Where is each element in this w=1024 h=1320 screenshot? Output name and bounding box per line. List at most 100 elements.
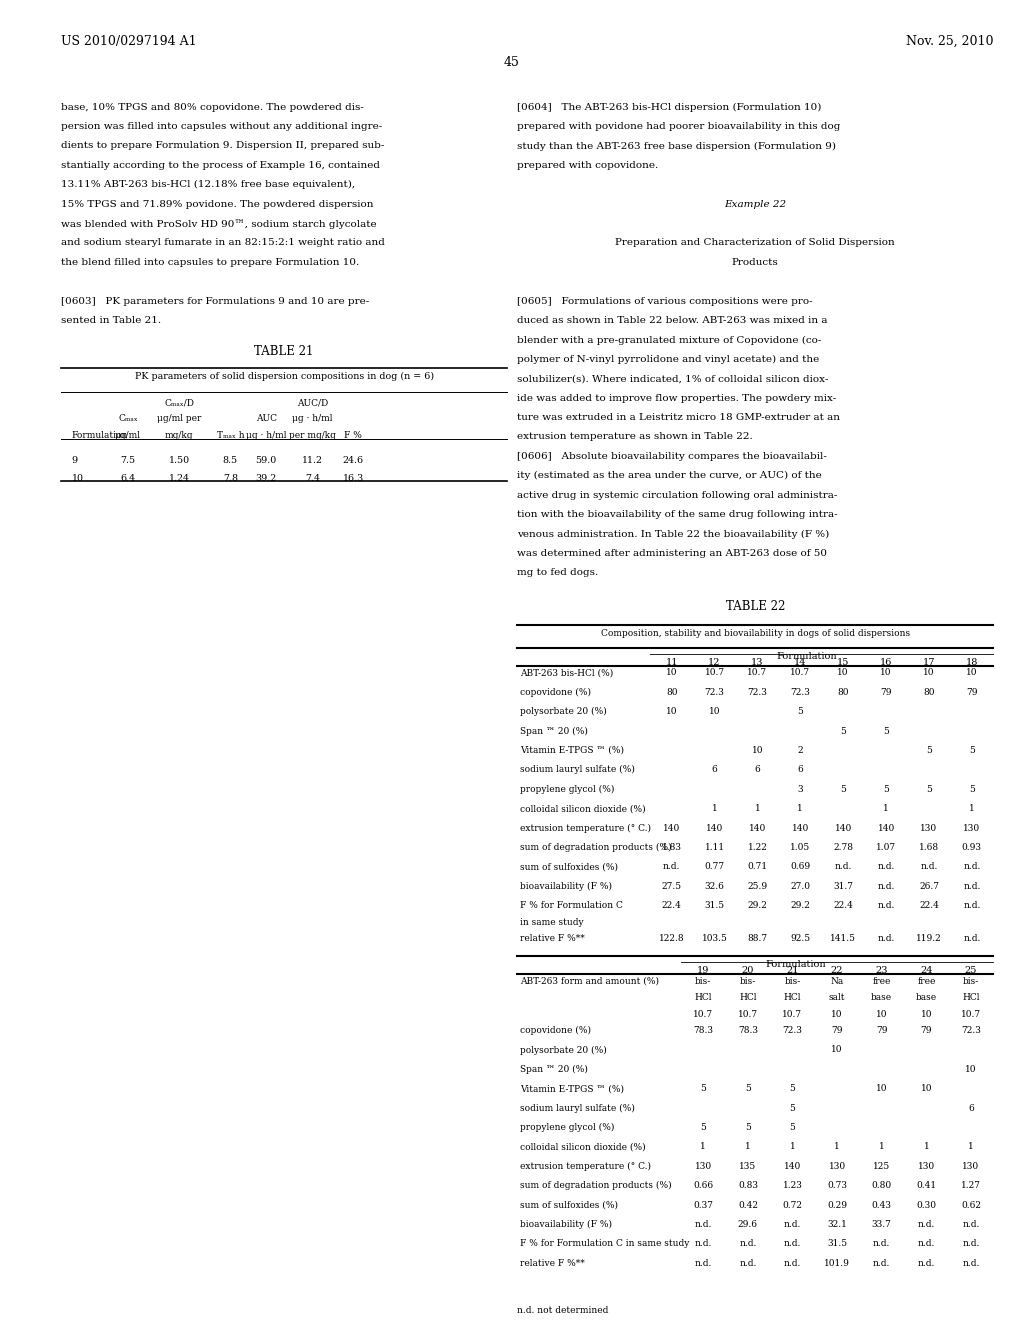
Text: 0.62: 0.62 — [961, 1201, 981, 1209]
Text: HCl: HCl — [783, 993, 801, 1002]
Text: 0.42: 0.42 — [738, 1201, 758, 1209]
Text: n.d.: n.d. — [918, 1259, 935, 1267]
Text: n.d.: n.d. — [783, 1259, 801, 1267]
Text: 5: 5 — [969, 746, 975, 755]
Text: 0.93: 0.93 — [962, 843, 982, 851]
Text: 24: 24 — [921, 966, 933, 975]
Text: n.d.: n.d. — [964, 935, 981, 942]
Text: 140: 140 — [792, 824, 809, 833]
Text: copovidone (%): copovidone (%) — [520, 688, 591, 697]
Text: venous administration. In Table 22 the bioavailability (F %): venous administration. In Table 22 the b… — [517, 529, 829, 539]
Text: TABLE 21: TABLE 21 — [255, 346, 313, 359]
Text: 80: 80 — [666, 688, 678, 697]
Text: prepared with povidone had poorer bioavailability in this dog: prepared with povidone had poorer bioava… — [517, 121, 841, 131]
Text: sodium lauryl sulfate (%): sodium lauryl sulfate (%) — [520, 1104, 635, 1113]
Text: 13: 13 — [752, 657, 764, 667]
Text: 15: 15 — [837, 657, 849, 667]
Text: 130: 130 — [964, 824, 980, 833]
Text: μg/ml: μg/ml — [115, 430, 141, 440]
Text: 1: 1 — [712, 804, 718, 813]
Text: ide was added to improve flow properties. The powdery mix-: ide was added to improve flow properties… — [517, 393, 837, 403]
Text: 29.2: 29.2 — [791, 902, 810, 909]
Text: 140: 140 — [706, 824, 723, 833]
Text: 16: 16 — [880, 657, 892, 667]
Text: 31.5: 31.5 — [705, 902, 725, 909]
Text: 5: 5 — [790, 1123, 796, 1133]
Text: 0.66: 0.66 — [693, 1181, 714, 1191]
Text: 8.5: 8.5 — [223, 457, 238, 465]
Text: bis-: bis- — [963, 977, 979, 986]
Text: 10: 10 — [966, 668, 978, 677]
Text: relative F %**: relative F %** — [520, 935, 585, 942]
Text: F % for Formulation C in same study: F % for Formulation C in same study — [520, 1239, 689, 1249]
Text: HCl: HCl — [694, 993, 712, 1002]
Text: ABT-263 bis-HCl (%): ABT-263 bis-HCl (%) — [520, 668, 613, 677]
Text: 1.11: 1.11 — [705, 843, 725, 851]
Text: n.d.: n.d. — [878, 882, 895, 891]
Text: 79: 79 — [876, 1026, 888, 1035]
Text: 10.7: 10.7 — [738, 1010, 758, 1019]
Text: 31.5: 31.5 — [827, 1239, 847, 1249]
Text: blender with a pre-granulated mixture of Copovidone (co-: blender with a pre-granulated mixture of… — [517, 335, 821, 345]
Text: Preparation and Characterization of Solid Dispersion: Preparation and Characterization of Soli… — [615, 239, 895, 247]
Text: Formulation: Formulation — [766, 960, 826, 969]
Text: 2.78: 2.78 — [834, 843, 853, 851]
Text: mg/kg: mg/kg — [165, 430, 194, 440]
Text: 2: 2 — [798, 746, 803, 755]
Text: 45: 45 — [504, 57, 520, 70]
Text: 0.80: 0.80 — [871, 1181, 892, 1191]
Text: 10: 10 — [881, 668, 892, 677]
Text: 24.6: 24.6 — [343, 457, 364, 465]
Text: ture was extruded in a Leistritz micro 18 GMP-extruder at an: ture was extruded in a Leistritz micro 1… — [517, 413, 840, 422]
Text: sum of degradation products (%): sum of degradation products (%) — [520, 843, 672, 851]
Text: n.d.: n.d. — [783, 1239, 801, 1249]
Text: and sodium stearyl fumarate in an 82:15:2:1 weight ratio and: and sodium stearyl fumarate in an 82:15:… — [61, 239, 385, 247]
Text: Cₘₐₓ/D: Cₘₐₓ/D — [164, 399, 195, 407]
Text: 0.73: 0.73 — [827, 1181, 847, 1191]
Text: study than the ABT-263 free base dispersion (Formulation 9): study than the ABT-263 free base dispers… — [517, 141, 837, 150]
Text: 5: 5 — [926, 746, 932, 755]
Text: n.d.: n.d. — [873, 1259, 891, 1267]
Text: 1: 1 — [879, 1142, 885, 1151]
Text: 10.7: 10.7 — [791, 668, 810, 677]
Text: 10: 10 — [72, 474, 84, 483]
Text: n.d.: n.d. — [873, 1239, 891, 1249]
Text: Products: Products — [732, 257, 778, 267]
Text: 78.3: 78.3 — [738, 1026, 758, 1035]
Text: 10.7: 10.7 — [782, 1010, 803, 1019]
Text: 5: 5 — [841, 726, 846, 735]
Text: 1: 1 — [798, 804, 803, 813]
Text: 125: 125 — [873, 1162, 890, 1171]
Text: 16.3: 16.3 — [343, 474, 364, 483]
Text: 0.41: 0.41 — [916, 1181, 936, 1191]
Text: [0604]   The ABT-263 bis-HCl dispersion (Formulation 10): [0604] The ABT-263 bis-HCl dispersion (F… — [517, 103, 821, 112]
Text: extrusion temperature (° C.): extrusion temperature (° C.) — [520, 824, 651, 833]
Text: Composition, stability and biovailability in dogs of solid dispersions: Composition, stability and biovailabilit… — [601, 630, 909, 638]
Text: 27.0: 27.0 — [791, 882, 810, 891]
Text: 10: 10 — [838, 668, 849, 677]
Text: 18: 18 — [966, 657, 978, 667]
Text: Cₘₐₓ: Cₘₐₓ — [118, 414, 138, 424]
Text: 0.37: 0.37 — [693, 1201, 714, 1209]
Text: 22.4: 22.4 — [834, 902, 853, 909]
Text: 5: 5 — [790, 1104, 796, 1113]
Text: 1: 1 — [835, 1142, 840, 1151]
Text: 79: 79 — [921, 1026, 932, 1035]
Text: AUC/D: AUC/D — [297, 399, 328, 407]
Text: per mg/kg: per mg/kg — [289, 430, 336, 440]
Text: sented in Table 21.: sented in Table 21. — [61, 315, 162, 325]
Text: 7.4: 7.4 — [305, 474, 319, 483]
Text: 72.3: 72.3 — [791, 688, 810, 697]
Text: Formulation: Formulation — [776, 652, 837, 660]
Text: sum of sulfoxides (%): sum of sulfoxides (%) — [520, 1201, 618, 1209]
Text: 92.5: 92.5 — [791, 935, 810, 942]
Text: 1.27: 1.27 — [961, 1181, 981, 1191]
Text: 17: 17 — [923, 657, 935, 667]
Text: 6: 6 — [755, 766, 760, 775]
Text: 88.7: 88.7 — [748, 935, 768, 942]
Text: 72.3: 72.3 — [705, 688, 725, 697]
Text: PK parameters of solid dispersion compositions in dog (n = 6): PK parameters of solid dispersion compos… — [134, 372, 434, 381]
Text: 0.30: 0.30 — [916, 1201, 936, 1209]
Text: 29.2: 29.2 — [748, 902, 767, 909]
Text: n.d.: n.d. — [963, 1239, 980, 1249]
